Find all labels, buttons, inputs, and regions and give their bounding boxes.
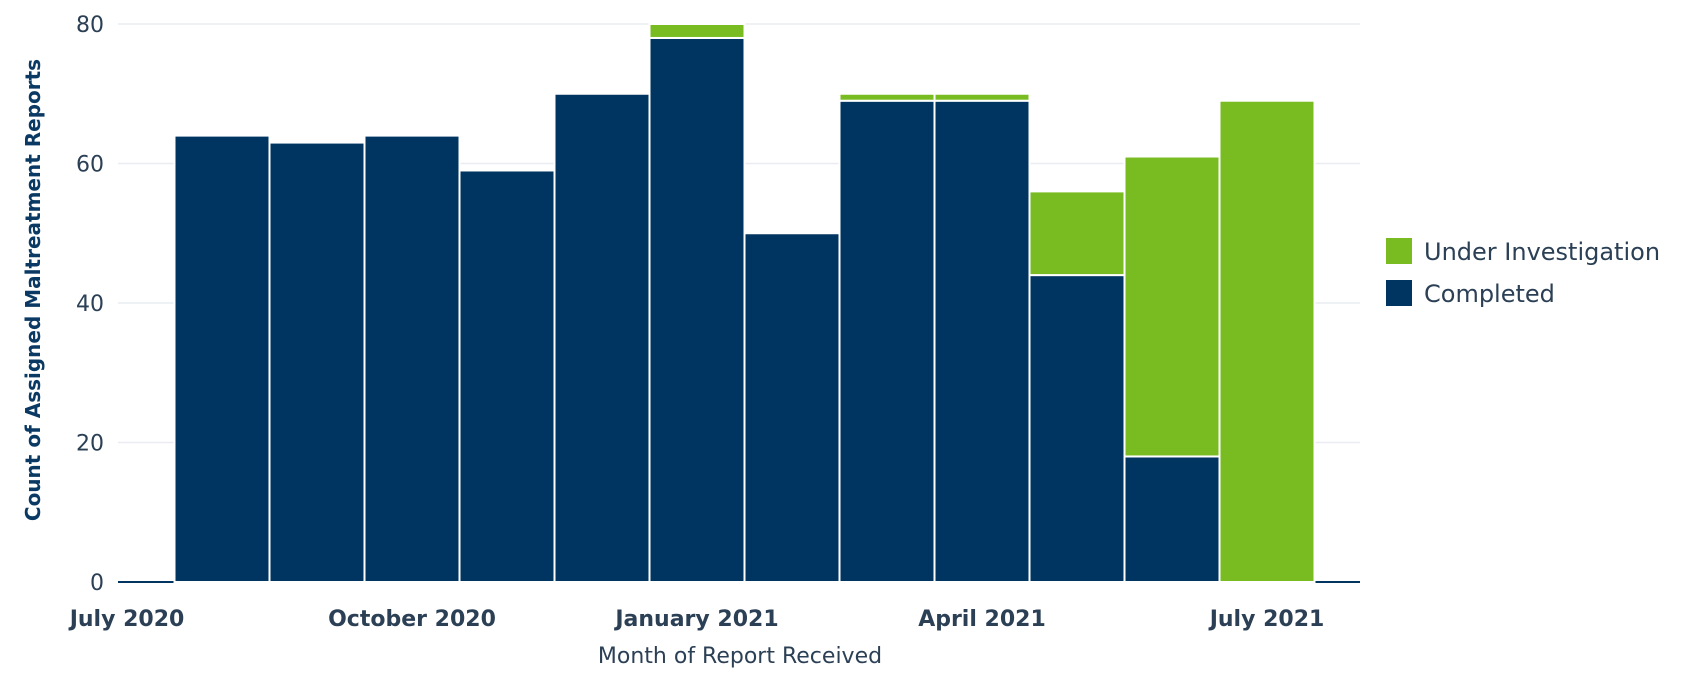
legend-swatch bbox=[1386, 280, 1412, 306]
bar-segment-under-investigation bbox=[1028, 190, 1126, 277]
bar-segment-completed bbox=[553, 92, 651, 583]
y-tick-label: 40 bbox=[76, 292, 104, 317]
y-axis-title: Count of Assigned Maltreatment Reports bbox=[21, 59, 45, 521]
bar-segment-under-investigation bbox=[933, 92, 1031, 102]
legend: Under Investigation Completed bbox=[1386, 238, 1660, 308]
y-tick-label: 0 bbox=[90, 571, 104, 596]
x-tick-label: October 2020 bbox=[328, 607, 496, 632]
y-axis-ticks: 0 20 40 60 80 bbox=[76, 13, 104, 596]
x-tick-label: July 2020 bbox=[68, 607, 185, 632]
x-tick-label: April 2021 bbox=[918, 607, 1046, 632]
bar-segment-completed bbox=[458, 169, 556, 583]
legend-label: Completed bbox=[1424, 280, 1555, 308]
bar-segment-under-investigation bbox=[1218, 99, 1316, 583]
x-tick-label: July 2021 bbox=[1208, 607, 1325, 632]
y-tick-label: 80 bbox=[76, 13, 104, 38]
bar-segment-under-investigation bbox=[1123, 155, 1221, 458]
x-axis-title: Month of Report Received bbox=[598, 644, 882, 669]
bar-segment-under-investigation bbox=[838, 92, 936, 102]
bars bbox=[173, 23, 1316, 584]
legend-label: Under Investigation bbox=[1424, 238, 1660, 266]
bar-segment-completed bbox=[743, 232, 841, 583]
bar-segment-completed bbox=[838, 99, 936, 583]
bar-segment-completed bbox=[1028, 274, 1126, 583]
bar-segment-completed bbox=[933, 99, 1031, 583]
x-tick-label: January 2021 bbox=[613, 607, 778, 632]
bar-segment-under-investigation bbox=[648, 23, 746, 39]
bar-segment-completed bbox=[363, 134, 461, 583]
bar-segment-completed bbox=[1123, 455, 1221, 584]
y-tick-label: 20 bbox=[76, 432, 104, 457]
bar-segment-completed bbox=[268, 141, 366, 583]
legend-swatch bbox=[1386, 238, 1412, 264]
x-axis-ticks: July 2020 October 2020 January 2021 April 2… bbox=[68, 607, 1325, 632]
y-tick-label: 60 bbox=[76, 153, 104, 178]
bar-segment-completed bbox=[648, 36, 746, 583]
bar-segment-completed bbox=[173, 134, 271, 583]
